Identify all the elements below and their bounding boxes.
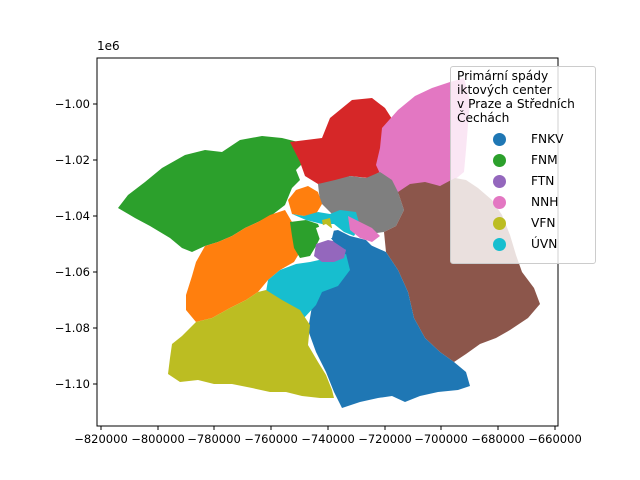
y-tick-label: −1.06 <box>55 265 90 279</box>
legend-label: VFN <box>531 216 556 230</box>
legend-item: FTN <box>457 171 589 192</box>
region-vfn <box>168 290 334 398</box>
region-nnh <box>376 78 470 195</box>
region-orange-prague <box>288 186 322 216</box>
offset-label: 1e6 <box>97 39 120 53</box>
legend-marker <box>493 196 506 209</box>
x-tick-label: −780000 <box>187 432 241 446</box>
region-fnm-prague <box>290 220 322 258</box>
x-axis: −820000 −800000 −780000 −760000 −740000 −7200… <box>74 426 582 446</box>
x-tick-label: −660000 <box>528 432 582 446</box>
y-axis: −1.00 −1.02 −1.04 −1.06 −1.08 −1.10 <box>55 97 97 391</box>
x-tick-label: −760000 <box>244 432 298 446</box>
y-tick-label: −1.02 <box>55 153 90 167</box>
x-tick-label: −820000 <box>74 432 128 446</box>
legend-marker <box>493 217 506 230</box>
legend-label: FNKV <box>531 132 564 146</box>
legend: Primární spády iktových center v Praze a… <box>450 66 596 264</box>
y-tick-label: −1.00 <box>55 97 90 111</box>
legend-marker <box>493 154 506 167</box>
legend-item: FNKV <box>457 129 589 150</box>
legend-item: FNM <box>457 150 589 171</box>
x-tick-label: −720000 <box>358 432 412 446</box>
x-tick-label: −740000 <box>301 432 355 446</box>
region-gray <box>318 172 404 234</box>
x-tick-label: −680000 <box>471 432 525 446</box>
legend-item: ÚVN <box>457 234 589 255</box>
region-fnkv <box>308 244 470 408</box>
legend-label: FNM <box>531 153 558 167</box>
region-fnm <box>118 136 306 252</box>
y-tick-label: −1.08 <box>55 321 90 335</box>
region-uvn-south <box>266 254 350 318</box>
y-tick-label: −1.10 <box>55 377 90 391</box>
legend-label: FTN <box>531 174 555 188</box>
region-white-prague <box>316 224 334 240</box>
legend-marker <box>493 238 506 251</box>
region-ftn-prague <box>314 240 346 262</box>
y-tick-label: −1.04 <box>55 209 90 223</box>
legend-label: NNH <box>531 195 559 209</box>
region-red <box>290 98 400 184</box>
legend-title: Primární spády iktových center v Praze a… <box>457 69 575 125</box>
region-nnh-prague <box>348 216 380 242</box>
legend-item: VFN <box>457 213 589 234</box>
legend-marker <box>493 133 506 146</box>
x-tick-label: −800000 <box>131 432 185 446</box>
legend-marker <box>493 175 506 188</box>
legend-items: FNKV FNM FTN NNH VFN ÚVN <box>457 129 589 255</box>
region-orange <box>186 210 300 322</box>
x-tick-label: −700000 <box>414 432 468 446</box>
map-regions <box>118 78 540 408</box>
legend-item: NNH <box>457 192 589 213</box>
legend-label: ÚVN <box>531 237 558 251</box>
region-fnkv-prague <box>326 230 372 250</box>
